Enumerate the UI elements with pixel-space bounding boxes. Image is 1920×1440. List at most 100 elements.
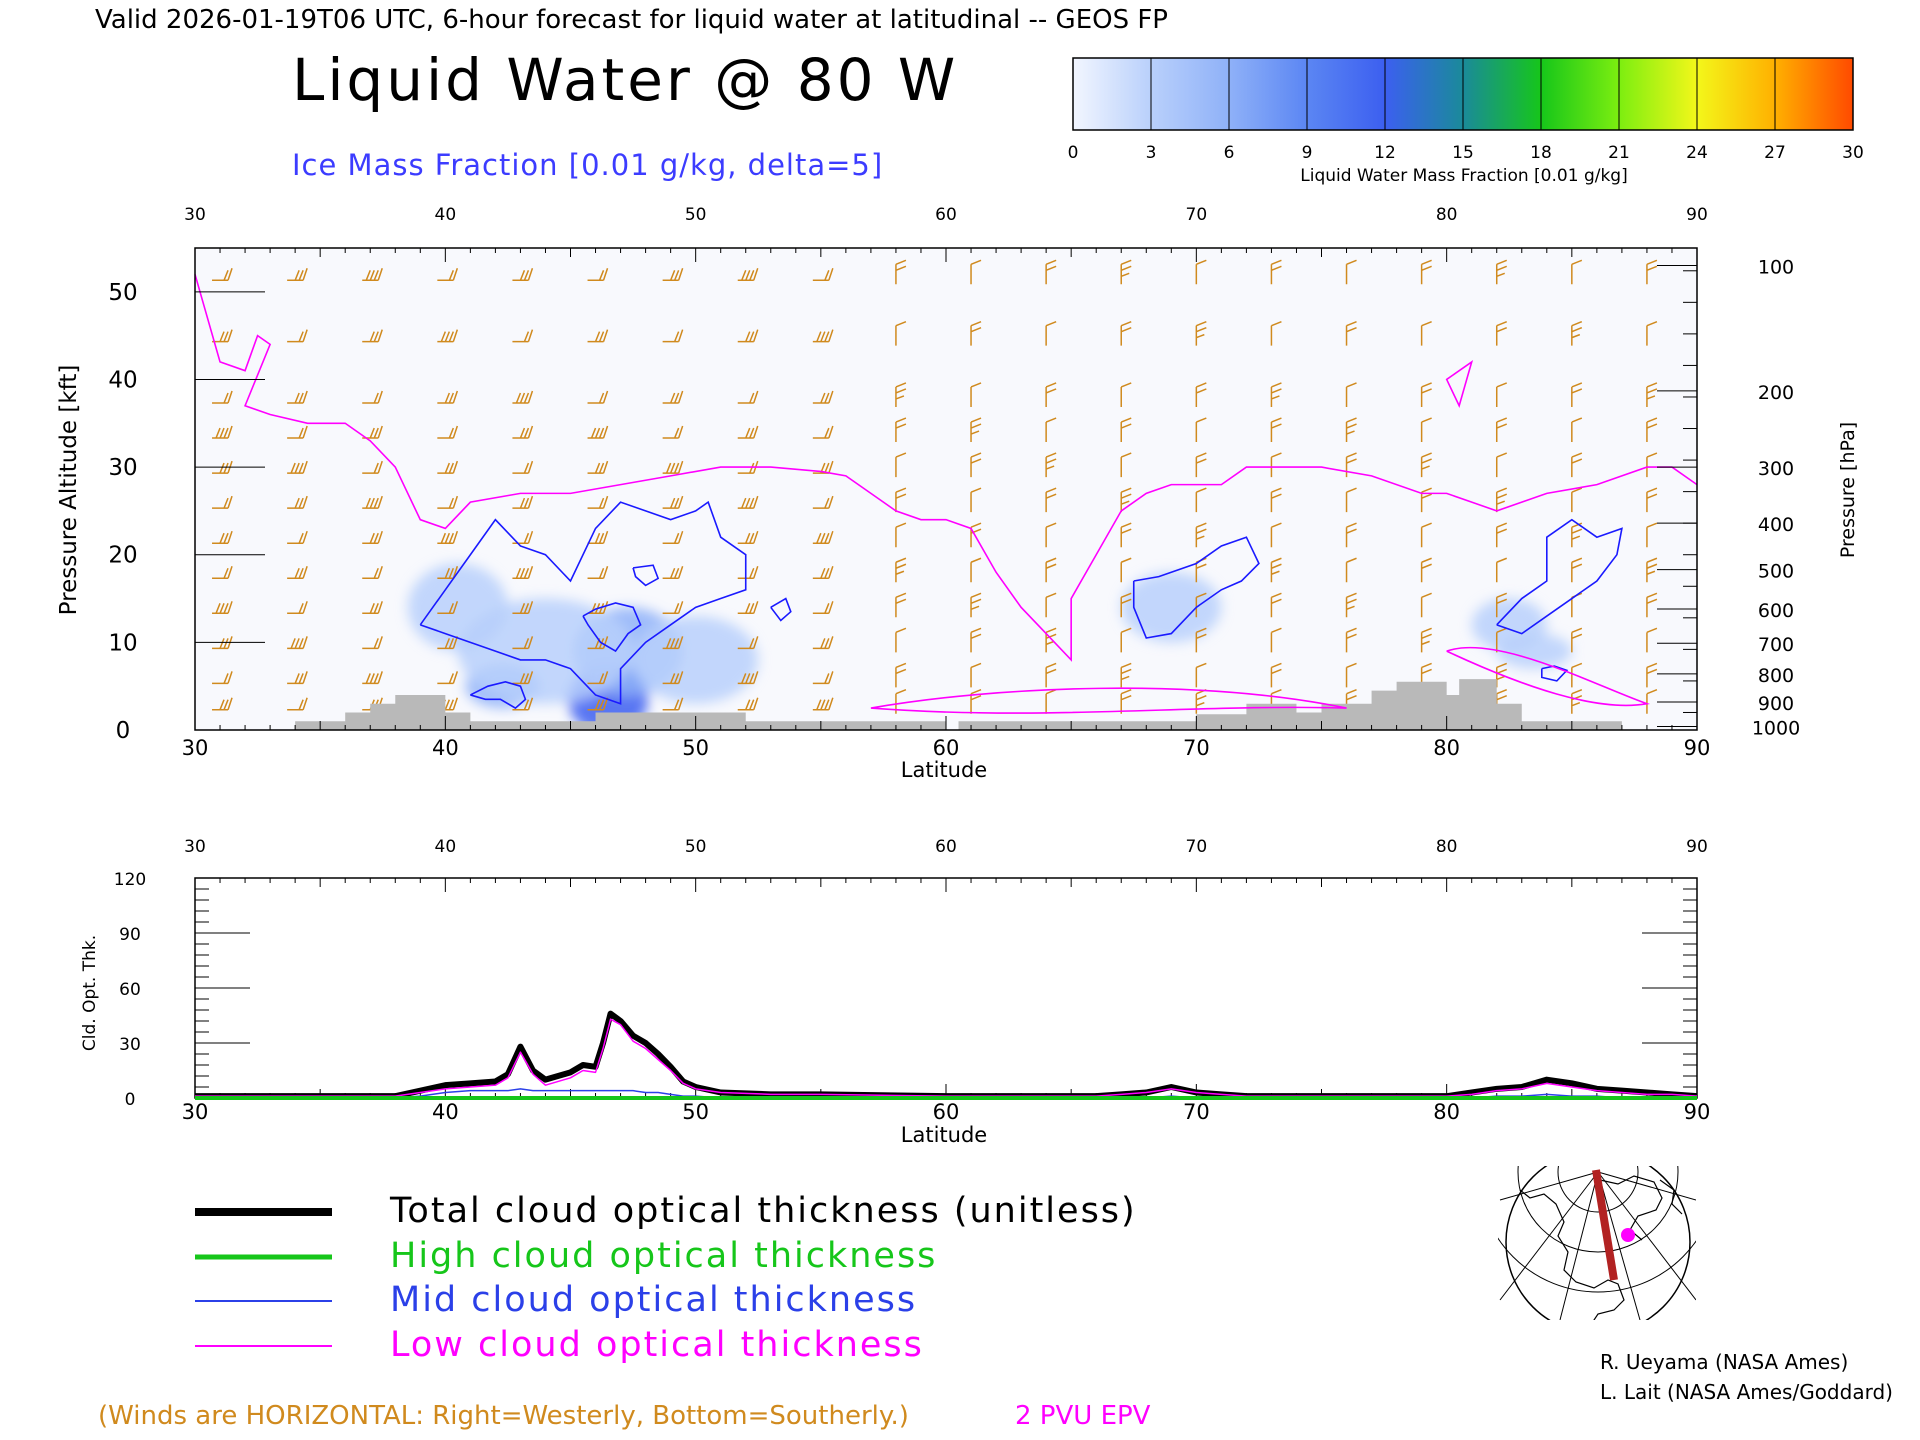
wind-barb — [1646, 259, 1658, 285]
credit-1: R. Ueyama (NASA Ames) — [1600, 1350, 1848, 1374]
wind-barb — [895, 259, 907, 285]
wind-barb — [1571, 320, 1583, 346]
wind-barb — [1345, 259, 1357, 285]
wind-barb — [437, 671, 459, 685]
y-tick-label: 120 — [114, 870, 146, 890]
wind-barb — [362, 390, 383, 404]
wind-barb — [737, 697, 759, 711]
colorbar-tick-label: 21 — [1608, 143, 1630, 163]
bottom-y-axis-label: Cld. Opt. Thk. — [80, 935, 100, 1051]
wind-barb — [212, 697, 233, 711]
wind-barb — [1195, 320, 1207, 346]
wind-barb — [1120, 320, 1132, 346]
wind-barb — [970, 689, 982, 714]
wind-barb — [287, 671, 308, 685]
wind-barb — [1045, 557, 1057, 583]
wind-barb — [587, 425, 609, 439]
wind-barb — [1195, 259, 1207, 285]
wind-barb — [1270, 662, 1282, 688]
wind-barb — [1571, 452, 1583, 478]
wind-barb — [895, 522, 907, 548]
wind-barb — [1270, 557, 1282, 583]
wind-barb — [1270, 627, 1282, 653]
wind-barb — [1571, 627, 1583, 653]
map-graticule — [1498, 1166, 1696, 1320]
wind-barb — [1120, 522, 1132, 548]
wind-barb — [1345, 452, 1357, 478]
wind-barb — [212, 530, 233, 544]
cross-section-chart: 3030404050506060707080809090010203040501… — [108, 205, 1800, 760]
wind-barb — [970, 627, 982, 653]
wind-barb — [812, 530, 834, 544]
wind-barb — [587, 268, 609, 282]
wind-barb — [587, 601, 609, 615]
colorbar-tick-label: 24 — [1686, 143, 1708, 163]
wind-barb — [1270, 592, 1282, 618]
wind-barb — [1495, 452, 1508, 478]
pressure-tick-label: 100 — [1758, 257, 1794, 279]
wind-barb — [737, 268, 759, 282]
wind-barb — [437, 425, 459, 439]
wind-barb — [1420, 487, 1432, 513]
wind-barb — [1195, 627, 1207, 653]
wind-barb — [1646, 627, 1658, 653]
wind-barb — [362, 530, 383, 544]
pressure-tick-label: 500 — [1758, 561, 1794, 583]
wind-barb — [587, 566, 609, 580]
wind-barb — [1120, 382, 1132, 407]
wind-barb — [1120, 417, 1132, 443]
wind-barb — [737, 495, 759, 509]
wind-barb — [895, 487, 907, 513]
wind-barb — [895, 320, 907, 346]
wind-barb — [662, 329, 684, 343]
wind-barb — [1495, 522, 1508, 548]
wind-barb — [1270, 259, 1282, 285]
colorbar-label: Liquid Water Mass Fraction [0.01 g/kg] — [1300, 166, 1627, 186]
wind-barb — [1646, 382, 1658, 407]
wind-barb — [287, 268, 308, 282]
wind-barb — [895, 557, 907, 583]
wind-barb — [1571, 382, 1583, 407]
x-tick-label-top: 80 — [1436, 837, 1458, 857]
colorbar-tick-label: 0 — [1068, 143, 1079, 163]
wind-barb — [287, 530, 308, 544]
wind-barb — [1045, 627, 1057, 653]
wind-barb — [587, 671, 609, 685]
wind-barb — [895, 382, 907, 407]
wind-barb — [662, 425, 684, 439]
wind-barb — [662, 636, 684, 650]
x-tick-label-top: 40 — [435, 837, 457, 857]
y-tick-label: 30 — [119, 1035, 141, 1055]
wind-barb — [1345, 627, 1357, 653]
wind-barb — [212, 495, 233, 509]
wind-barb — [1120, 259, 1132, 285]
wind-barb — [1045, 259, 1057, 285]
wind-barb — [1646, 592, 1658, 618]
x-tick-label: 60 — [933, 736, 960, 760]
wind-barb — [1420, 592, 1432, 618]
wind-barb — [1045, 592, 1057, 618]
optical-thickness-chart: 30 30 40 40 50 50 60 60 70 70 80 80 90 90 0 30 60 90 120 — [114, 837, 1711, 1124]
wind-barb — [662, 495, 684, 509]
wind-barb — [362, 460, 383, 474]
wind-barb — [587, 329, 609, 343]
wind-barb — [1495, 592, 1508, 618]
y-tick-label: 30 — [108, 455, 137, 481]
wind-barb — [1045, 417, 1057, 443]
legend-high-label: High cloud optical thickness — [390, 1236, 937, 1276]
wind-barb — [512, 566, 534, 580]
wind-barb — [812, 636, 834, 650]
x-tick-label-top: 30 — [184, 205, 206, 225]
y-tick-label: 0 — [116, 718, 131, 744]
y-tick-label: 0 — [125, 1090, 136, 1110]
y-tick-label: 50 — [108, 280, 137, 306]
subtitle: Ice Mass Fraction [0.01 g/kg, delta=5] — [292, 148, 883, 182]
wind-barb — [1646, 662, 1658, 688]
liquid-water-blob — [1496, 633, 1572, 669]
wind-barb — [287, 566, 308, 580]
wind-barb — [512, 390, 534, 404]
wind-barb — [1045, 452, 1057, 478]
pressure-tick-label: 400 — [1758, 514, 1794, 536]
x-tick-label: 80 — [1433, 736, 1460, 760]
